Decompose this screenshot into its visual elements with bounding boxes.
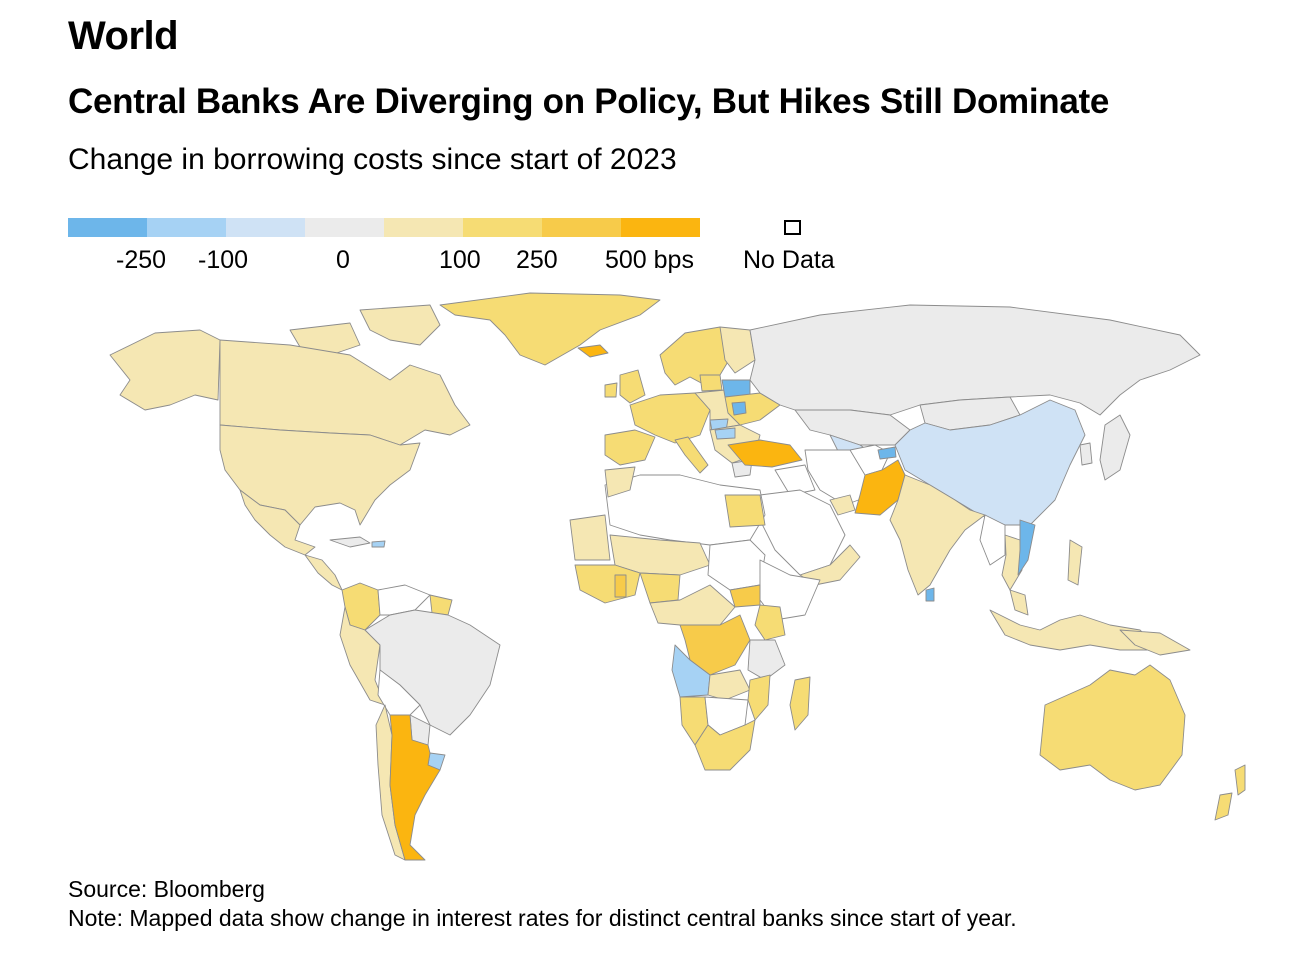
legend-swatch	[226, 218, 305, 237]
region-kenya	[754, 604, 786, 641]
region-central-africa	[649, 584, 736, 626]
region-korea	[1079, 442, 1093, 466]
region-drc	[679, 614, 751, 676]
region-romania	[731, 401, 747, 416]
region-new-guinea	[1119, 629, 1191, 656]
region-tajikistan	[877, 446, 897, 460]
footnote: Note: Mapped data show change in interes…	[68, 905, 1017, 931]
region-mexico	[239, 489, 316, 556]
region-russia	[749, 304, 1201, 416]
legend-swatch	[542, 218, 621, 237]
region-mauritania	[569, 514, 611, 561]
region-venezuela	[377, 584, 431, 616]
region-brazil	[364, 609, 501, 736]
region-new-zealand	[1234, 764, 1246, 796]
region-ireland	[604, 382, 618, 398]
region-japan	[1099, 414, 1131, 481]
region-sri-lanka	[925, 587, 935, 602]
chart-subtitle: Change in borrowing costs since start of…	[68, 143, 677, 176]
region-western-europe	[629, 392, 711, 444]
region-west-africa	[574, 564, 641, 604]
legend-tick-label: 100	[439, 246, 481, 274]
legend-tick-label: -250	[116, 246, 167, 274]
region-new-zealand	[1214, 792, 1233, 821]
region-turkey	[727, 439, 803, 468]
world-map	[60, 285, 1292, 870]
region-sudan	[707, 539, 766, 591]
region-myanmar	[979, 514, 1006, 566]
region-mozambique	[747, 674, 771, 721]
region-arctic-islands	[359, 304, 441, 346]
region-vietnam	[1017, 519, 1036, 576]
region-italy	[674, 436, 709, 474]
region-iceland	[577, 344, 609, 358]
region-iraq	[774, 464, 816, 496]
region-india	[889, 474, 986, 596]
legend-tick-label: 500 bps	[605, 246, 694, 274]
source-note: Source: Bloomberg	[68, 876, 265, 902]
region-baltics	[699, 374, 723, 392]
region-kazakhstan	[794, 409, 911, 446]
section-label: World	[68, 14, 179, 58]
region-tanzania	[747, 639, 786, 681]
region-australia	[1039, 664, 1186, 791]
region-gulf	[829, 494, 856, 516]
chart-title: Central Banks Are Diverging on Policy, B…	[68, 82, 1110, 121]
region-ghana	[614, 574, 627, 598]
region-finland	[719, 326, 756, 374]
region-greenland	[439, 292, 661, 366]
region-central-america	[304, 554, 343, 591]
legend-tick-label: -100	[198, 246, 249, 274]
legend-swatch	[305, 218, 384, 237]
region-hungary	[714, 427, 736, 440]
region-north-africa	[604, 474, 766, 546]
legend-swatch	[147, 218, 226, 237]
region-caribbean	[371, 540, 386, 548]
legend-swatch	[384, 218, 463, 237]
region-egypt	[724, 494, 766, 528]
no-data-label: No Data	[743, 246, 835, 274]
region-morocco	[604, 466, 636, 498]
legend-tick-label: 0	[336, 246, 350, 274]
color-legend: -250 -100 0 100 250 500 bps No Data	[68, 218, 868, 278]
region-argentina	[389, 714, 441, 861]
legend-swatch	[463, 218, 542, 237]
region-alaska	[109, 329, 221, 411]
region-philippines	[1067, 539, 1083, 586]
legend-tick-label: 250	[516, 246, 558, 274]
region-uk	[619, 369, 646, 404]
legend-swatch	[621, 218, 700, 237]
region-malaysia	[1009, 589, 1029, 616]
legend-swatch	[68, 218, 147, 237]
region-south-africa	[694, 719, 756, 771]
region-caribbean	[329, 536, 371, 548]
region-iberia	[604, 429, 656, 466]
region-nigeria	[639, 572, 681, 604]
region-madagascar	[789, 676, 811, 731]
legend-color-bar	[68, 218, 700, 237]
region-zambia	[707, 669, 751, 701]
region-china	[894, 399, 1086, 526]
no-data-swatch	[784, 220, 801, 235]
region-guianas	[429, 594, 453, 616]
